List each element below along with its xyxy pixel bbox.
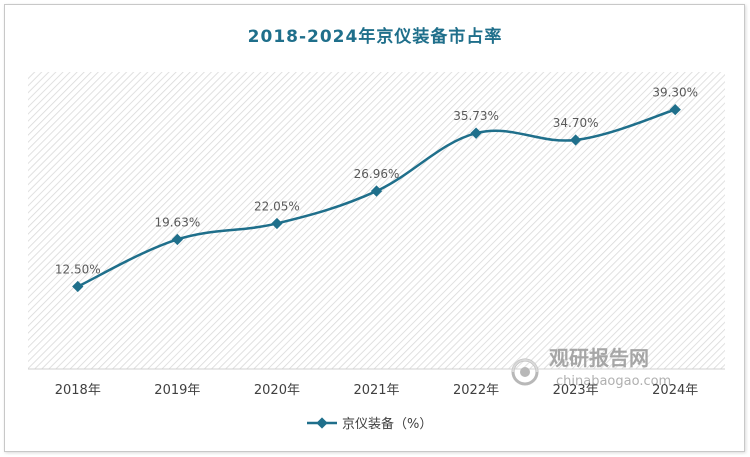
data-label: 22.05% xyxy=(254,199,300,213)
legend-marker xyxy=(316,417,328,429)
watermark-url: chinabaogao.com xyxy=(556,374,671,389)
x-tick-label: 2022年 xyxy=(453,383,499,398)
data-label: 12.50% xyxy=(55,263,101,277)
chart-title: 2018-2024年京仪装备市占率 xyxy=(247,27,503,47)
x-tick-label: 2023年 xyxy=(553,383,599,398)
data-label: 34.70% xyxy=(553,116,599,130)
x-tick-label: 2024年 xyxy=(652,383,698,398)
x-tick-label: 2019年 xyxy=(154,383,200,398)
x-tick-label: 2018年 xyxy=(55,383,101,398)
watermark-logo-icon xyxy=(511,358,539,386)
x-tick-labels: 2018年 2019年 2020年 2021年 2022年 2023年 2024年 xyxy=(55,383,699,398)
x-tick-label: 2020年 xyxy=(254,383,300,398)
data-label: 26.96% xyxy=(354,167,400,181)
data-label: 39.30% xyxy=(652,86,698,100)
watermark-name: 观研报告网 xyxy=(549,346,649,370)
data-point-marker xyxy=(470,127,482,139)
legend-label: 京仪装备（%） xyxy=(342,416,432,432)
data-point-marker xyxy=(370,185,383,197)
data-point-marker xyxy=(569,134,582,146)
plot-area xyxy=(28,72,725,369)
watermark: 观研报告网 chinabaogao.com xyxy=(511,346,671,389)
x-tick-label: 2021年 xyxy=(353,383,399,398)
data-label: 35.73% xyxy=(453,109,499,123)
legend: 京仪装备（%） xyxy=(307,416,432,432)
data-point-marker xyxy=(171,233,184,246)
data-point-marker xyxy=(271,217,283,230)
data-label: 19.63% xyxy=(154,215,200,229)
